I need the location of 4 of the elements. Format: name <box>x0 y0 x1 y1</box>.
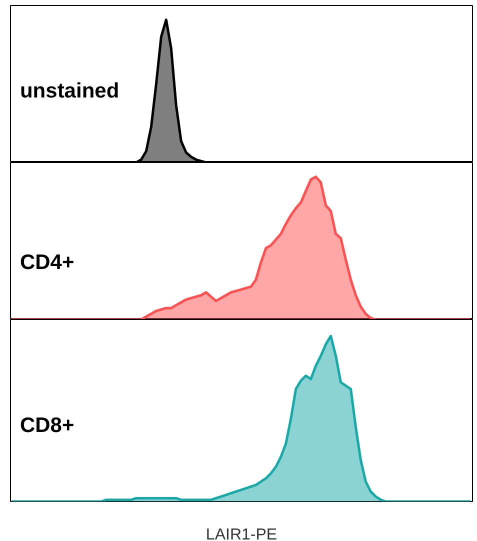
series-label: unstained <box>20 80 120 103</box>
text: CD4+ <box>20 250 74 274</box>
text: CD8+ <box>20 414 74 437</box>
x-axis-title: LAIR1-PE <box>206 526 278 541</box>
